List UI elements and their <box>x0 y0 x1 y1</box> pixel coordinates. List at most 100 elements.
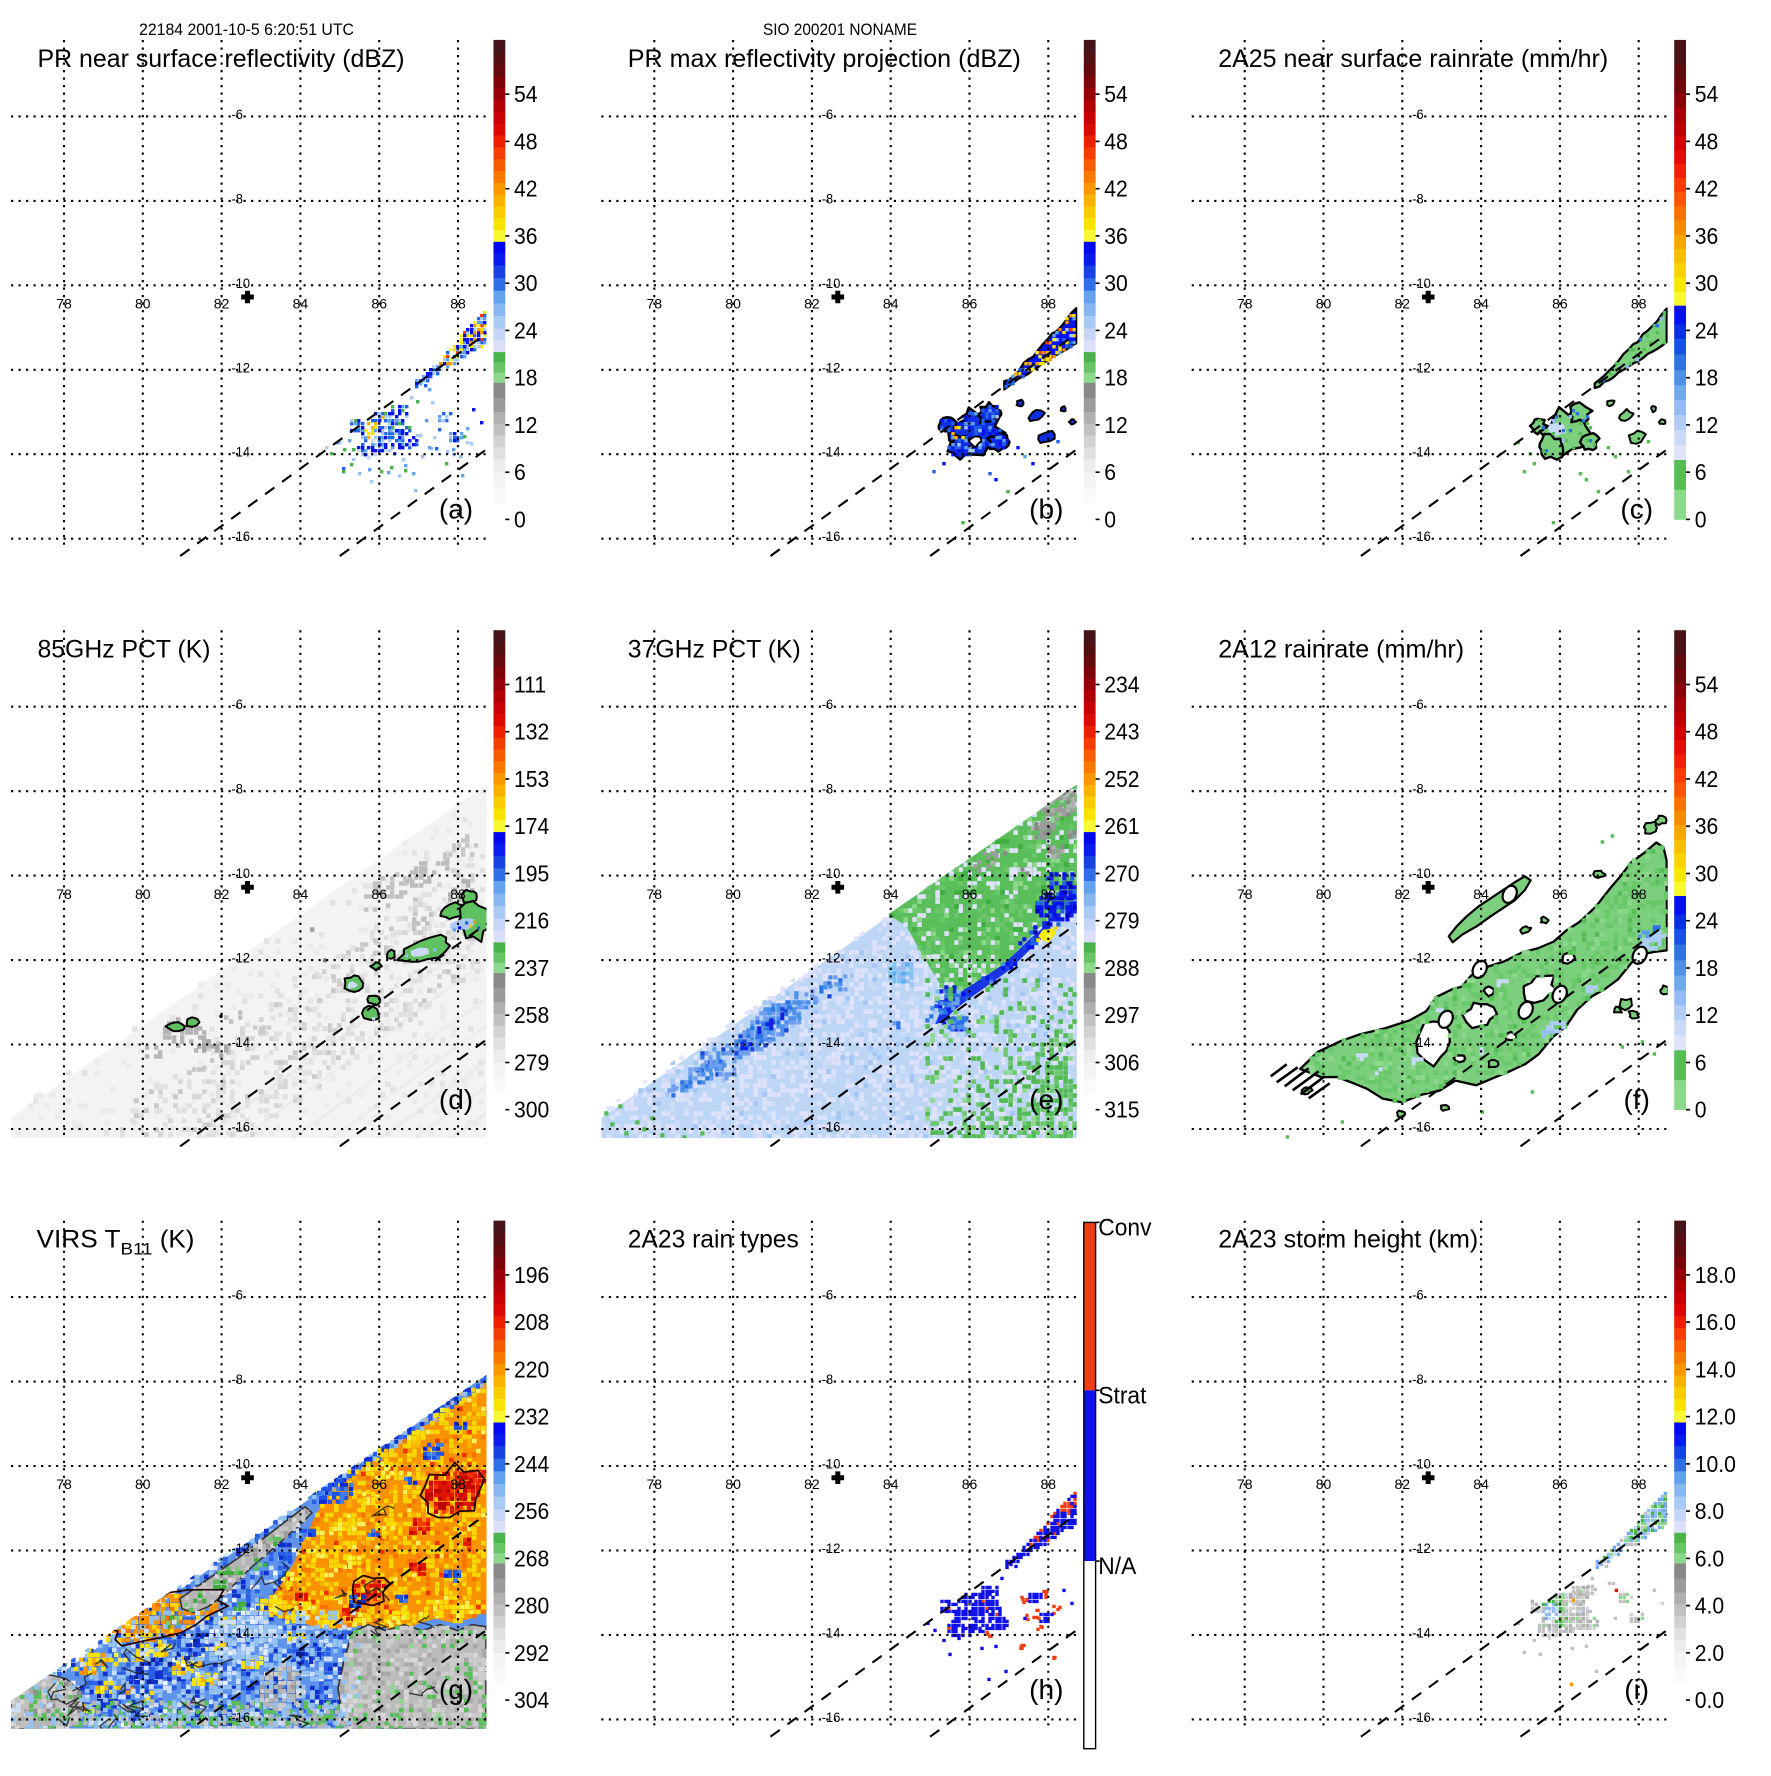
svg-text:78: 78 <box>56 886 72 902</box>
svg-text:6: 6 <box>1104 459 1116 485</box>
svg-text:48: 48 <box>514 129 538 155</box>
svg-text:(c): (c) <box>1620 494 1653 525</box>
svg-text:297: 297 <box>1104 1002 1139 1028</box>
svg-text:80: 80 <box>1316 886 1332 902</box>
svg-text:0: 0 <box>1695 507 1707 533</box>
svg-text:(f): (f) <box>1623 1084 1649 1115</box>
svg-text:0: 0 <box>514 507 526 533</box>
svg-text:48: 48 <box>1695 129 1719 155</box>
svg-text:2A25 near surface rainrate (mm: 2A25 near surface rainrate (mm/hr) <box>1218 45 1608 73</box>
svg-text:-6: -6 <box>232 1287 243 1302</box>
svg-text:24: 24 <box>514 318 538 344</box>
svg-text:6: 6 <box>514 459 526 485</box>
svg-text:4.0: 4.0 <box>1695 1593 1724 1619</box>
svg-text:88: 88 <box>1041 1476 1057 1492</box>
svg-text:86: 86 <box>962 296 978 312</box>
svg-text:12: 12 <box>1695 412 1719 438</box>
svg-text:-16: -16 <box>1412 1119 1431 1134</box>
svg-text:86: 86 <box>962 886 978 902</box>
svg-text:-6: -6 <box>1412 1287 1423 1302</box>
svg-text:111: 111 <box>514 672 546 698</box>
svg-text:80: 80 <box>725 886 741 902</box>
svg-text:18: 18 <box>1695 365 1719 391</box>
svg-text:306: 306 <box>1104 1050 1139 1076</box>
svg-text:(b): (b) <box>1029 494 1063 525</box>
svg-text:288: 288 <box>1104 955 1139 981</box>
svg-text:208: 208 <box>514 1309 549 1335</box>
svg-text:-8: -8 <box>822 191 833 206</box>
svg-text:42: 42 <box>1695 766 1719 792</box>
svg-text:84: 84 <box>883 886 899 902</box>
svg-text:Conv: Conv <box>1098 1214 1151 1241</box>
svg-text:-6: -6 <box>232 107 243 122</box>
svg-text:84: 84 <box>293 886 309 902</box>
svg-text:80: 80 <box>1316 296 1332 312</box>
svg-text:78: 78 <box>647 1476 663 1492</box>
svg-text:30: 30 <box>1695 861 1719 887</box>
svg-text:PR max reflectivity projection: PR max reflectivity projection (dBZ) <box>628 45 1021 73</box>
svg-text:(a): (a) <box>439 494 473 525</box>
svg-text:37GHz PCT (K): 37GHz PCT (K) <box>628 635 801 663</box>
svg-text:-8: -8 <box>822 1372 833 1387</box>
svg-text:315: 315 <box>1104 1097 1139 1123</box>
svg-text:-12: -12 <box>1412 360 1431 375</box>
svg-text:2.0: 2.0 <box>1695 1640 1724 1666</box>
svg-text:-14: -14 <box>822 1035 841 1050</box>
svg-text:8.0: 8.0 <box>1695 1498 1724 1524</box>
svg-text:14.0: 14.0 <box>1695 1357 1736 1383</box>
svg-text:-6: -6 <box>1412 107 1423 122</box>
svg-text:48: 48 <box>1104 129 1128 155</box>
svg-text:6: 6 <box>1695 1050 1707 1076</box>
svg-text:86: 86 <box>1552 1476 1568 1492</box>
svg-text:PR near surface reflectivity (: PR near surface reflectivity (dBZ) <box>38 45 405 73</box>
svg-text:-8: -8 <box>1412 1372 1423 1387</box>
svg-text:-12: -12 <box>822 360 841 375</box>
svg-text:82: 82 <box>1395 296 1411 312</box>
svg-text:252: 252 <box>1104 766 1139 792</box>
svg-text:54: 54 <box>1695 672 1719 698</box>
svg-text:78: 78 <box>1237 1476 1253 1492</box>
svg-text:244: 244 <box>514 1451 549 1477</box>
svg-text:84: 84 <box>883 1476 899 1492</box>
svg-text:82: 82 <box>804 1476 820 1492</box>
svg-text:86: 86 <box>962 1476 978 1492</box>
svg-text:-14: -14 <box>232 1625 251 1640</box>
svg-text:-12: -12 <box>1412 950 1431 965</box>
svg-text:-14: -14 <box>1412 1035 1431 1050</box>
svg-text:-16: -16 <box>822 1710 841 1725</box>
svg-text:SIO 200201 NONAME: SIO 200201 NONAME <box>763 20 917 39</box>
svg-text:30: 30 <box>1104 270 1128 296</box>
svg-text:88: 88 <box>1041 886 1057 902</box>
svg-text:195: 195 <box>514 861 549 887</box>
svg-text:-6: -6 <box>822 697 833 712</box>
svg-text:2A23 rain types: 2A23 rain types <box>628 1226 799 1254</box>
svg-text:80: 80 <box>135 296 151 312</box>
svg-text:82: 82 <box>214 886 230 902</box>
svg-text:-8: -8 <box>232 1372 243 1387</box>
svg-text:-10: -10 <box>1412 1456 1431 1471</box>
svg-text:80: 80 <box>135 886 151 902</box>
svg-text:132: 132 <box>514 719 549 745</box>
svg-text:0: 0 <box>1104 507 1116 533</box>
svg-text:80: 80 <box>135 1476 151 1492</box>
svg-text:86: 86 <box>371 296 387 312</box>
svg-text:85GHz PCT (K): 85GHz PCT (K) <box>38 635 211 663</box>
svg-text:16.0: 16.0 <box>1695 1309 1736 1335</box>
svg-text:243: 243 <box>1104 719 1139 745</box>
svg-text:84: 84 <box>1473 296 1489 312</box>
svg-text:-16: -16 <box>822 1119 841 1134</box>
svg-text:78: 78 <box>647 886 663 902</box>
svg-text:-10: -10 <box>822 866 841 881</box>
svg-text:88: 88 <box>1631 296 1647 312</box>
svg-text:-12: -12 <box>232 950 251 965</box>
svg-text:82: 82 <box>804 296 820 312</box>
svg-text:78: 78 <box>647 296 663 312</box>
svg-text:174: 174 <box>514 813 549 839</box>
svg-text:-14: -14 <box>822 444 841 459</box>
svg-text:256: 256 <box>514 1498 549 1524</box>
svg-text:12: 12 <box>1695 1002 1719 1028</box>
svg-text:-16: -16 <box>822 529 841 544</box>
svg-text:84: 84 <box>293 296 309 312</box>
svg-text:36: 36 <box>1695 223 1719 249</box>
svg-text:-10: -10 <box>822 275 841 290</box>
